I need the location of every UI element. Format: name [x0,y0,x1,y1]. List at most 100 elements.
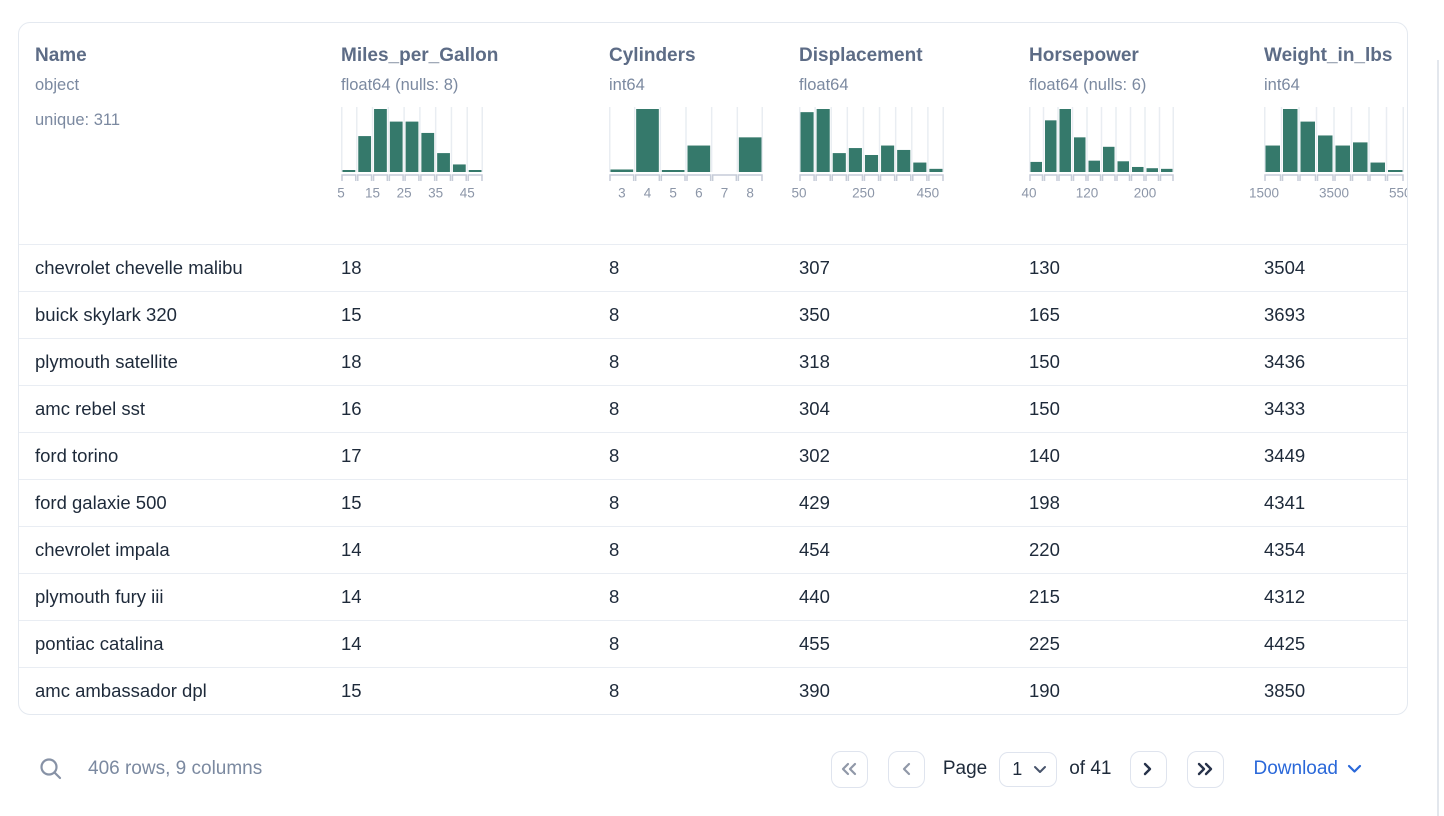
column-dtype: object [35,76,80,94]
table-cell: 302 [799,445,830,466]
svg-text:40: 40 [1021,186,1036,201]
column-name: Miles_per_Gallon [341,45,499,66]
table-cell: 14 [341,539,362,560]
search-icon[interactable] [38,756,64,782]
table-cell: 16 [341,398,362,419]
next-page-button[interactable] [1129,750,1167,788]
column-unique-count: unique: 311 [35,111,121,129]
svg-text:200: 200 [1134,186,1157,201]
table-footer: 406 rows, 9 columns Page 1 [18,738,1408,800]
pagination: Page 1 of 41 [830,750,1224,788]
column-histogram[interactable]: 1500 3500 5500 [1249,107,1407,201]
svg-text:50: 50 [791,186,806,201]
page-select-value: 1 [1012,758,1023,779]
column-header-weight_in_lbs[interactable]: Weight_in_lbs int64 1500 3500 5500 [1249,23,1407,244]
table-row[interactable]: pontiac catalina 14 8 455 225 4425 [19,621,1407,668]
chevron-left-icon [903,762,911,776]
chevrons-right-icon [1197,762,1213,776]
table-cell: 350 [799,304,830,325]
table-cell: 215 [1029,586,1060,607]
download-label: Download [1253,758,1339,779]
chevron-down-icon [1347,764,1362,773]
chevron-right-icon [1143,762,1152,776]
column-histogram[interactable]: 3 4 5 6 7 8 [609,107,763,201]
table-row[interactable]: chevrolet chevelle malibu 18 8 307 130 3504 [19,245,1407,292]
table-cell: 8 [609,304,620,325]
table-row[interactable]: chevrolet impala 14 8 454 220 4354 [19,527,1407,574]
table-cell: 8 [609,633,620,654]
svg-text:3: 3 [618,186,626,201]
table-cell: 455 [799,633,830,654]
column-header-horsepower[interactable]: Horsepower float64 (nulls: 6) 40 120 200 [1021,23,1264,244]
table-cell: 429 [799,492,830,513]
column-header-displacement[interactable]: Displacement float64 50 250 450 [791,23,1029,244]
table-cell: 130 [1029,257,1060,278]
table-row[interactable]: amc ambassador dpl 15 8 390 190 3850 [19,668,1407,714]
table-row[interactable]: plymouth fury iii 14 8 440 215 4312 [19,574,1407,621]
table-cell: amc ambassador dpl [35,680,207,701]
column-histogram[interactable]: 40 120 200 [1021,107,1174,201]
table-cell: 318 [799,351,830,372]
svg-text:25: 25 [397,186,412,201]
table-cell: plymouth satellite [35,351,178,372]
svg-text:5: 5 [337,186,345,201]
table-card: Name object unique: 311 Miles_per_Gallon flo… [18,22,1408,715]
table-cell: 15 [341,304,362,325]
table-cell: chevrolet impala [35,539,170,560]
column-dtype: float64 (nulls: 8) [341,76,459,94]
table-cell: 3504 [1264,257,1306,278]
table-cell: 3433 [1264,398,1306,419]
svg-text:5500: 5500 [1389,186,1408,201]
column-name: Weight_in_lbs [1264,45,1393,66]
page-select[interactable]: 1 [999,751,1058,787]
column-histogram[interactable]: 50 250 450 [791,107,944,201]
first-page-button[interactable] [830,750,868,788]
outer-panel-divider [1437,60,1439,816]
last-page-button[interactable] [1186,750,1224,788]
table-cell: 3436 [1264,351,1306,372]
page-indicator: Page 1 of 41 [942,751,1112,787]
table-header: Name object unique: 311 Miles_per_Gallon flo… [19,23,1407,245]
table-cell: 440 [799,586,830,607]
table-cell: 220 [1029,539,1060,560]
page-total-label: of 41 [1069,758,1112,779]
svg-text:450: 450 [917,186,940,201]
svg-text:35: 35 [428,186,443,201]
column-histogram[interactable]: 5 15 25 35 45 [337,107,483,201]
svg-text:7: 7 [721,186,729,201]
table-cell: 8 [609,351,620,372]
table-row[interactable]: buick skylark 320 15 8 350 165 3693 [19,292,1407,339]
table-cell: 140 [1029,445,1060,466]
table-row[interactable]: ford galaxie 500 15 8 429 198 4341 [19,480,1407,527]
chevron-down-icon [1034,765,1047,773]
download-button[interactable]: Download [1254,758,1363,780]
table-cell: 8 [609,398,620,419]
svg-text:15: 15 [365,186,380,201]
svg-text:1500: 1500 [1249,186,1279,201]
table-row[interactable]: amc rebel sst 16 8 304 150 3433 [19,386,1407,433]
table-cell: 454 [799,539,830,560]
table-cell: ford torino [35,445,119,466]
column-header-name[interactable]: Name object unique: 311 [19,23,341,244]
table-cell: 8 [609,680,620,701]
table-cell: 4425 [1264,633,1306,654]
table-cell: 3693 [1264,304,1306,325]
table-cell: 190 [1029,680,1060,701]
table-cell: 8 [609,492,620,513]
page-label: Page [942,758,988,779]
column-header-miles_per_gallon[interactable]: Miles_per_Gallon float64 (nulls: 8) 5 15 25 3… [337,23,609,244]
table-body: chevrolet chevelle malibu 18 8 307 130 3504 bu… [19,245,1407,714]
table-cell: 307 [799,257,830,278]
table-cell: 225 [1029,633,1060,654]
table-row[interactable]: ford torino 17 8 302 140 3449 [19,433,1407,480]
svg-text:5: 5 [669,186,677,201]
table-cell: 4312 [1264,586,1306,607]
table-cell: 15 [341,680,362,701]
table-cell: 8 [609,257,620,278]
table-row[interactable]: plymouth satellite 18 8 318 150 3436 [19,339,1407,386]
column-header-cylinders[interactable]: Cylinders int64 3 4 5 6 7 8 [609,23,799,244]
table-cell: 304 [799,398,830,419]
prev-page-button[interactable] [887,750,925,788]
table-cell: 390 [799,680,830,701]
svg-text:120: 120 [1076,186,1099,201]
